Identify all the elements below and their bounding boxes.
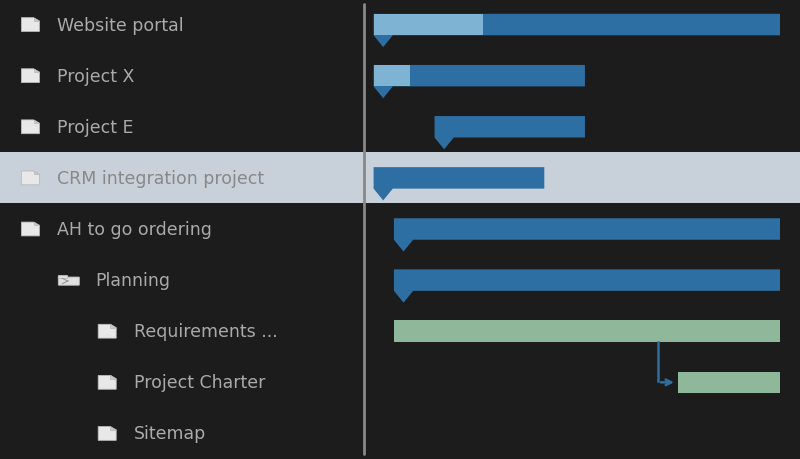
- Polygon shape: [22, 121, 39, 134]
- Text: Project E: Project E: [57, 118, 134, 136]
- Text: Project X: Project X: [57, 67, 134, 85]
- Polygon shape: [374, 168, 544, 201]
- Text: Requirements ...: Requirements ...: [134, 323, 278, 341]
- FancyBboxPatch shape: [58, 277, 79, 285]
- Polygon shape: [110, 426, 116, 430]
- Polygon shape: [374, 15, 780, 48]
- Bar: [394, 321, 780, 342]
- Polygon shape: [22, 19, 39, 33]
- Polygon shape: [22, 223, 39, 236]
- Polygon shape: [34, 19, 39, 22]
- Polygon shape: [434, 117, 585, 150]
- Polygon shape: [394, 219, 780, 252]
- Bar: [678, 372, 780, 393]
- Polygon shape: [374, 66, 585, 99]
- Polygon shape: [394, 270, 780, 303]
- Bar: [0, 153, 800, 204]
- FancyBboxPatch shape: [58, 276, 68, 279]
- Polygon shape: [34, 172, 39, 175]
- Text: Planning: Planning: [95, 272, 170, 290]
- Polygon shape: [98, 325, 116, 338]
- Text: AH to go ordering: AH to go ordering: [57, 220, 212, 239]
- Polygon shape: [98, 375, 116, 389]
- Polygon shape: [98, 426, 116, 440]
- Polygon shape: [110, 375, 116, 379]
- Polygon shape: [22, 172, 39, 185]
- Polygon shape: [22, 70, 39, 84]
- Bar: [374, 66, 410, 87]
- Text: Sitemap: Sitemap: [134, 425, 206, 442]
- Polygon shape: [34, 121, 39, 124]
- Bar: [374, 15, 483, 36]
- Polygon shape: [34, 223, 39, 226]
- Text: CRM integration project: CRM integration project: [57, 169, 264, 187]
- Text: Website portal: Website portal: [57, 17, 183, 34]
- Text: Project Charter: Project Charter: [134, 374, 265, 392]
- Polygon shape: [34, 70, 39, 73]
- Polygon shape: [110, 325, 116, 328]
